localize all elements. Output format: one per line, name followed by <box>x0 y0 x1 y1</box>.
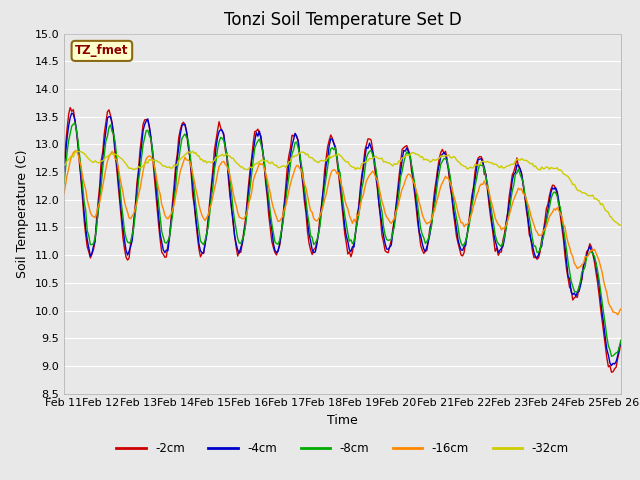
Line: -16cm: -16cm <box>64 151 621 315</box>
-4cm <box>617 341 625 347</box>
-4cm <box>607 362 615 368</box>
-16cm <box>60 191 68 196</box>
Legend: -2cm, -4cm, -8cm, -16cm, -32cm: -2cm, -4cm, -8cm, -16cm, -32cm <box>111 437 573 460</box>
-16cm <box>72 148 80 154</box>
-2cm <box>607 369 615 375</box>
-32cm <box>305 154 313 160</box>
Line: -4cm: -4cm <box>64 113 621 365</box>
Line: -8cm: -8cm <box>64 123 621 356</box>
-32cm <box>617 222 625 228</box>
Line: -32cm: -32cm <box>64 151 621 225</box>
-4cm <box>228 205 236 211</box>
-8cm <box>255 136 263 142</box>
-16cm <box>255 160 263 166</box>
-16cm <box>617 306 625 312</box>
-16cm <box>246 196 254 202</box>
-4cm <box>255 128 263 134</box>
-16cm <box>588 247 595 253</box>
-2cm <box>228 204 236 210</box>
-32cm <box>228 155 236 161</box>
-8cm <box>607 353 615 359</box>
-32cm <box>588 193 595 199</box>
-8cm <box>588 248 595 253</box>
-2cm <box>246 167 254 172</box>
-2cm <box>130 218 138 224</box>
-32cm <box>246 164 254 170</box>
-4cm <box>246 173 254 179</box>
-4cm <box>305 231 313 237</box>
Text: TZ_fmet: TZ_fmet <box>75 44 129 58</box>
-16cm <box>130 210 138 216</box>
-4cm <box>588 248 595 254</box>
-8cm <box>246 184 254 190</box>
Line: -2cm: -2cm <box>64 108 621 372</box>
-2cm <box>305 240 313 246</box>
Title: Tonzi Soil Temperature Set D: Tonzi Soil Temperature Set D <box>223 11 461 29</box>
-2cm <box>617 340 625 346</box>
-2cm <box>255 131 263 136</box>
-32cm <box>60 162 68 168</box>
-16cm <box>228 180 236 186</box>
-8cm <box>60 181 68 187</box>
-8cm <box>228 190 236 195</box>
-8cm <box>617 337 625 343</box>
-32cm <box>255 159 263 165</box>
-2cm <box>588 244 595 250</box>
-4cm <box>130 221 138 227</box>
-4cm <box>68 110 76 116</box>
-32cm <box>72 148 80 154</box>
Y-axis label: Soil Temperature (C): Soil Temperature (C) <box>16 149 29 278</box>
-8cm <box>305 220 313 226</box>
-16cm <box>305 201 313 206</box>
-4cm <box>60 168 68 174</box>
-2cm <box>60 158 68 164</box>
-8cm <box>71 120 79 126</box>
-8cm <box>130 225 138 230</box>
-16cm <box>614 312 621 318</box>
X-axis label: Time: Time <box>327 414 358 427</box>
-2cm <box>67 105 74 110</box>
-32cm <box>130 167 138 173</box>
